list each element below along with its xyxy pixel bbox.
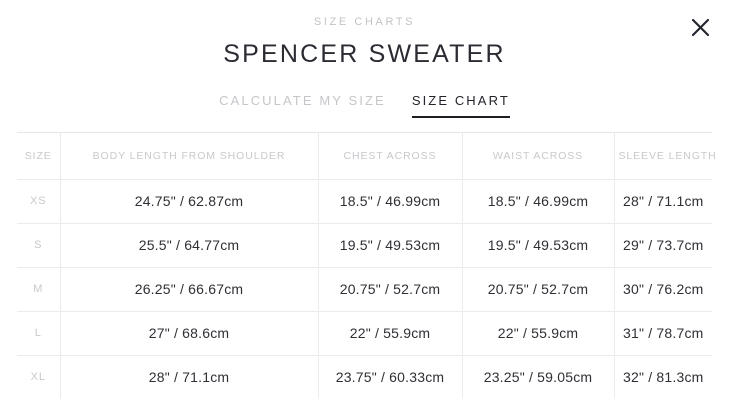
cell-body-length: 24.75" / 62.87cm [60,179,319,224]
cell-body-length: 28" / 71.1cm [60,355,319,400]
page-title: SPENCER SWEATER [223,40,506,69]
cell-chest-across: 22" / 55.9cm [318,311,463,356]
size-chart-table: SIZE BODY LENGTH FROM SHOULDER CHEST ACR… [17,133,716,400]
tab-calculate-my-size[interactable]: CALCULATE MY SIZE [219,93,386,119]
cell-waist-across: 19.5" / 49.53cm [462,223,615,268]
cell-body-length: 26.25" / 66.67cm [60,267,319,312]
cell-waist-across: 20.75" / 52.7cm [462,267,615,312]
cell-chest-across: 19.5" / 49.53cm [318,223,463,268]
table-row: S 25.5" / 64.77cm 19.5" / 49.53cm 19.5" … [17,223,712,268]
cell-body-length: 25.5" / 64.77cm [60,223,319,268]
table-header: SIZE BODY LENGTH FROM SHOULDER CHEST ACR… [17,133,716,180]
column-header-sleeve-length: SLEEVE LENGTH [614,133,716,180]
column-header-chest-across: CHEST ACROSS [318,133,463,180]
cell-sleeve-length: 31" / 78.7cm [614,311,712,356]
cell-sleeve-length: 30" / 76.2cm [614,267,712,312]
cell-size: S [17,223,61,268]
cell-chest-across: 23.75" / 60.33cm [318,355,463,400]
cell-sleeve-length: 28" / 71.1cm [614,179,712,224]
tab-bar: CALCULATE MY SIZE SIZE CHART [0,93,729,119]
column-header-size: SIZE [17,133,61,180]
table-header-row: SIZE BODY LENGTH FROM SHOULDER CHEST ACR… [17,133,716,180]
cell-size: L [17,311,61,356]
cell-sleeve-length: 29" / 73.7cm [614,223,712,268]
cell-waist-across: 18.5" / 46.99cm [462,179,615,224]
table-row: L 27" / 68.6cm 22" / 55.9cm 22" / 55.9cm… [17,311,712,356]
cell-size: M [17,267,61,312]
cell-chest-across: 18.5" / 46.99cm [318,179,463,224]
modal-header: SIZE CHARTS SPENCER SWEATER [0,0,729,71]
cell-waist-across: 23.25" / 59.05cm [462,355,615,400]
column-header-body-length: BODY LENGTH FROM SHOULDER [60,133,319,180]
table-row: M 26.25" / 66.67cm 20.75" / 52.7cm 20.75… [17,267,712,312]
table-body: XS 24.75" / 62.87cm 18.5" / 46.99cm 18.5… [17,179,712,400]
cell-size: XL [17,355,61,400]
eyebrow-label: SIZE CHARTS [313,16,416,28]
close-button[interactable] [685,12,715,42]
cell-waist-across: 22" / 55.9cm [462,311,615,356]
cell-chest-across: 20.75" / 52.7cm [318,267,463,312]
close-icon [691,18,710,37]
tab-size-chart[interactable]: SIZE CHART [411,93,510,119]
table-row: XS 24.75" / 62.87cm 18.5" / 46.99cm 18.5… [17,179,712,224]
cell-body-length: 27" / 68.6cm [60,311,319,356]
cell-size: XS [17,179,61,224]
table-row: XL 28" / 71.1cm 23.75" / 60.33cm 23.25" … [17,355,712,400]
column-header-waist-across: WAIST ACROSS [462,133,615,180]
size-table-container: SIZE BODY LENGTH FROM SHOULDER CHEST ACR… [17,132,716,400]
cell-sleeve-length: 32" / 81.3cm [622,369,704,386]
